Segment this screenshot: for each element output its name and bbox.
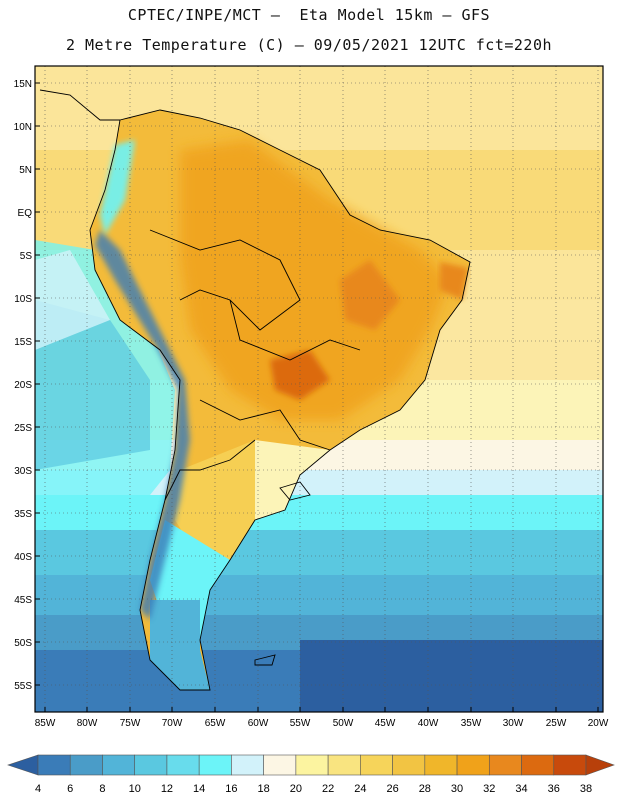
legend-swatch xyxy=(134,754,168,776)
legend-label: 4 xyxy=(35,783,41,795)
lon-label: 25W xyxy=(546,718,567,729)
lon-label: 75W xyxy=(120,718,141,729)
lat-label: 45S xyxy=(14,595,32,606)
temperature-field xyxy=(35,66,603,712)
lon-label: 60W xyxy=(248,718,269,729)
map-title-line-1: CPTEC/INPE/MCT – Eta Model 15km – GFS xyxy=(127,6,491,24)
legend-swatch xyxy=(521,754,555,776)
legend-label: 6 xyxy=(67,783,73,795)
lat-label: 40S xyxy=(14,552,32,563)
lat-label: 50S xyxy=(14,638,32,649)
lon-label: 45W xyxy=(375,718,396,729)
legend-label: 20 xyxy=(290,783,302,795)
lat-label: 25S xyxy=(14,423,32,434)
legend-swatch xyxy=(263,754,297,776)
lon-label: 70W xyxy=(162,718,183,729)
legend-swatch xyxy=(456,754,490,776)
legend-label: 16 xyxy=(225,783,237,795)
lon-label: 85W xyxy=(35,718,56,729)
axis-ticks xyxy=(35,82,599,712)
lat-label: 15N xyxy=(14,79,32,90)
lat-label: 15S xyxy=(14,337,32,348)
lat-label: 55S xyxy=(14,681,32,692)
lon-label: 65W xyxy=(205,718,226,729)
legend-label: 10 xyxy=(129,783,141,795)
map-title-line-2: 2 Metre Temperature (C) – 09/05/2021 12U… xyxy=(65,36,553,54)
lon-label: 40W xyxy=(418,718,439,729)
legend-swatch xyxy=(69,754,103,776)
graticule xyxy=(35,66,603,712)
legend-label: 36 xyxy=(548,783,560,795)
legend-swatch xyxy=(166,754,200,776)
lat-label: 5S xyxy=(20,251,33,262)
legend-swatch xyxy=(198,754,232,776)
lat-label: 10N xyxy=(14,122,32,133)
legend-swatch xyxy=(231,754,264,776)
legend-label: 8 xyxy=(99,783,105,795)
lat-label: 10S xyxy=(14,294,32,305)
legend-label: 12 xyxy=(161,783,173,795)
legend-swatch xyxy=(360,754,393,776)
legend-arrow-high xyxy=(585,754,615,776)
legend-label: 18 xyxy=(258,783,270,795)
legend-swatch xyxy=(392,754,426,776)
lon-label: 20W xyxy=(588,718,609,729)
legend-label: 32 xyxy=(483,783,495,795)
lat-label: 5N xyxy=(19,165,32,176)
legend-label: 30 xyxy=(451,783,463,795)
legend-label: 14 xyxy=(193,783,205,795)
legend-label: 22 xyxy=(322,783,334,795)
map-frame xyxy=(34,65,604,713)
legend-swatch xyxy=(37,754,71,776)
legend-label: 28 xyxy=(419,783,431,795)
legend-label: 34 xyxy=(515,783,527,795)
lat-label: 30S xyxy=(14,466,32,477)
legend-swatch xyxy=(295,754,329,776)
legend-swatch xyxy=(488,754,522,776)
lon-label: 30W xyxy=(503,718,524,729)
lon-label: 80W xyxy=(77,718,98,729)
legend-arrow-low xyxy=(7,754,39,776)
lat-label: 20S xyxy=(14,380,32,391)
coastlines xyxy=(39,89,471,691)
lon-label: 50W xyxy=(333,718,354,729)
legend-label: 24 xyxy=(354,783,366,795)
legend-swatch xyxy=(102,754,136,776)
legend-label: 26 xyxy=(386,783,398,795)
lon-label: 35W xyxy=(461,718,482,729)
lon-label: 55W xyxy=(290,718,311,729)
legend-swatch xyxy=(327,754,361,776)
lat-label: EQ xyxy=(18,208,33,219)
color-legend: 4 6 8 10 12 14 16 18 20 22 24 26 28 30 32 34 36 38 xyxy=(7,754,615,795)
lat-label: 35S xyxy=(14,509,32,520)
legend-swatch xyxy=(553,754,587,776)
legend-label: 38 xyxy=(580,783,592,795)
legend-swatch xyxy=(424,754,458,776)
